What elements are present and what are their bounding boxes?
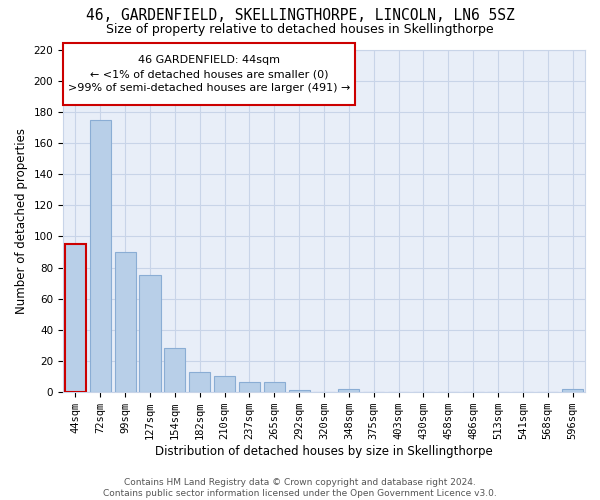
Text: 46 GARDENFIELD: 44sqm
← <1% of detached houses are smaller (0)
>99% of semi-deta: 46 GARDENFIELD: 44sqm ← <1% of detached …: [68, 55, 350, 93]
Bar: [65, 244, 86, 392]
Text: Contains HM Land Registry data © Crown copyright and database right 2024.
Contai: Contains HM Land Registry data © Crown c…: [103, 478, 497, 498]
Bar: [115, 252, 136, 392]
Bar: [289, 390, 310, 392]
Text: 46, GARDENFIELD, SKELLINGTHORPE, LINCOLN, LN6 5SZ: 46, GARDENFIELD, SKELLINGTHORPE, LINCOLN…: [86, 8, 514, 22]
Bar: [189, 372, 210, 392]
Bar: [264, 382, 285, 392]
Bar: [239, 382, 260, 392]
X-axis label: Distribution of detached houses by size in Skellingthorpe: Distribution of detached houses by size …: [155, 444, 493, 458]
FancyBboxPatch shape: [63, 44, 355, 105]
Bar: [90, 120, 111, 392]
Bar: [562, 388, 583, 392]
Text: Size of property relative to detached houses in Skellingthorpe: Size of property relative to detached ho…: [106, 22, 494, 36]
Bar: [139, 276, 161, 392]
Y-axis label: Number of detached properties: Number of detached properties: [15, 128, 28, 314]
Bar: [214, 376, 235, 392]
Bar: [164, 348, 185, 392]
Bar: [338, 388, 359, 392]
